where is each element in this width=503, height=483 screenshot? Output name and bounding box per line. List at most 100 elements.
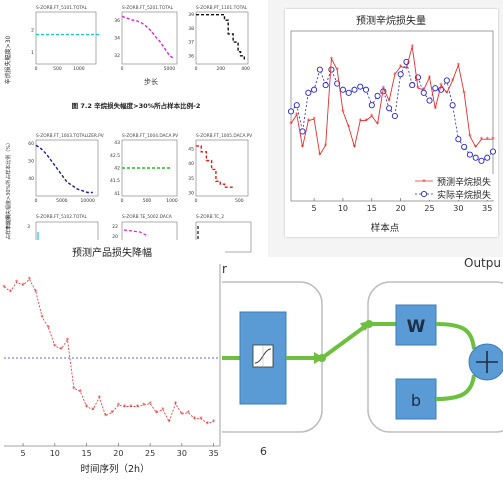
predicted-point: * xyxy=(445,89,449,97)
bias-label: b xyxy=(411,391,421,410)
predicted-point: * xyxy=(370,113,374,121)
predicted-point: * xyxy=(428,74,432,82)
small-chart-ytick: 42 xyxy=(114,166,120,172)
bottom-left-tick: 3 xyxy=(27,224,30,230)
small-chart-title: S-ZORB.FT_1004.DACA.PV xyxy=(122,133,178,139)
small-chart-frame xyxy=(35,11,97,65)
actual-point xyxy=(351,86,358,93)
x-tick-label: 35 xyxy=(482,204,492,213)
series-point: * xyxy=(78,388,82,396)
small-chart-xtick: 1000 xyxy=(73,66,85,72)
small-chart-title: S-ZORB.FT_5201.TOTAL xyxy=(122,5,174,11)
predicted-series-line xyxy=(290,46,493,156)
small-chart-xtick: 0 xyxy=(121,198,124,204)
small-chart-ytick: 37 xyxy=(188,40,194,46)
series-point: * xyxy=(47,324,51,332)
x-tick-label: 30 xyxy=(453,204,463,213)
network-diagram-panel: W b r Outpu 6 xyxy=(222,257,503,483)
predicted-point: * xyxy=(347,123,351,131)
small-chart-xtick: 500 xyxy=(235,198,244,204)
predicted-point: * xyxy=(399,63,403,71)
predicted-point: * xyxy=(289,120,293,128)
left-partial-label: r xyxy=(222,262,227,276)
actual-point xyxy=(311,86,318,93)
octane-loss-chart: 预测辛烷损失量**** ********* ******* *** **********… xyxy=(287,14,497,234)
small-chart-4: S-ZORB.FT_1003.TOTALIZER.PV 40 50 60 0 5000 10… xyxy=(28,133,103,204)
predicted-point: * xyxy=(457,62,461,70)
series-point: * xyxy=(2,283,6,291)
series-point: * xyxy=(148,400,152,408)
small-chart-xtick: 500 xyxy=(53,66,62,72)
predicted-point: * xyxy=(405,65,409,73)
small-chart-xtick: 0 xyxy=(35,198,38,204)
series-point: * xyxy=(9,288,13,296)
octane-loss-chart-panel: 预测辛烷损失量 * * * * * * * * * * * * * * * * * * * * * * * * * * * * * * * * *… xyxy=(285,9,498,237)
small-chart-3: S-ZORB.PT_1101.TOTAL 36 37 38 39 0 200 400 xyxy=(188,5,250,72)
actual-point xyxy=(287,108,295,115)
x-tick-label: 35 xyxy=(209,449,219,458)
product-loss-chart-panel: 预测产品损失降幅 * * * * * * * * * * * * * * * * * * * * * * * * * * * * * * * *… xyxy=(0,240,225,483)
actual-point xyxy=(391,112,398,120)
series-point: * xyxy=(104,412,108,420)
small-chart-ytick: 50 xyxy=(28,159,34,165)
small-chart-xtick: 0 xyxy=(35,66,38,72)
predicted-point: * xyxy=(387,97,391,105)
series-point: * xyxy=(15,279,19,287)
x-tick-label: 20 xyxy=(396,204,406,213)
actual-point xyxy=(357,83,364,90)
predicted-point: * xyxy=(393,71,397,79)
series-point: * xyxy=(206,420,210,428)
series-point: * xyxy=(66,336,70,344)
small-chart-ytick: 41 xyxy=(114,191,120,197)
actual-point xyxy=(489,148,497,155)
actual-point xyxy=(409,82,416,89)
actual-point xyxy=(368,102,375,109)
predicted-point: * xyxy=(376,120,380,128)
predicted-point: * xyxy=(485,136,489,144)
network-diagram: W b r Outpu 6 xyxy=(222,257,503,458)
x-tick-label: 25 xyxy=(145,449,155,458)
series-line xyxy=(3,278,214,424)
series-point: * xyxy=(136,403,140,411)
predicted-point: * xyxy=(468,133,472,141)
small-chart-title: S-ZORB.FT_1003.TOTALIZER.PV xyxy=(36,133,104,139)
actual-point xyxy=(426,97,433,104)
bottom-row-title: S-ZORB.FT_5102.TOTAL xyxy=(36,214,88,220)
actual-point xyxy=(472,154,479,161)
predicted-point: * xyxy=(491,136,495,144)
series-point: * xyxy=(85,403,89,411)
series-point: * xyxy=(129,403,133,411)
actual-point xyxy=(432,85,439,92)
small-chart-xtick: 0 xyxy=(195,66,198,72)
small-chart-5: S-ZORB.FT_1004.DACA.PV 41 41.5 42 42.5 43 0 500… xyxy=(110,133,178,204)
small-chart-xtick: 0 xyxy=(195,198,198,204)
node-to-weight-connection xyxy=(320,323,369,360)
legend-box xyxy=(413,174,497,200)
weight-to-sum-connection xyxy=(435,322,476,350)
small-chart-frame xyxy=(35,139,99,197)
predicted-point: * xyxy=(422,86,426,94)
small-chart-1: S-ZORB.FT_5101.TOTAL 1 2 0 500 1000 xyxy=(31,5,101,72)
small-chart-xtick: 1000 xyxy=(166,198,178,204)
predicted-point: * xyxy=(341,108,345,116)
activation-icon xyxy=(252,344,274,368)
actual-point xyxy=(293,102,300,109)
legend-actual-marker xyxy=(420,190,428,198)
series-point: * xyxy=(161,406,165,414)
bias-box xyxy=(395,378,437,420)
x-tick-label: 20 xyxy=(113,449,123,458)
predicted-point: * xyxy=(295,111,299,119)
small-chart-series-line xyxy=(196,14,245,62)
small-chart-xtick: 200 xyxy=(216,66,225,72)
bottom-mid-tick: 22 xyxy=(112,224,118,230)
small-chart-ytick: 1 xyxy=(31,50,34,56)
series-point: * xyxy=(28,276,32,284)
small-chart-ytick: 36 xyxy=(114,18,120,24)
legend-predicted-marker: * xyxy=(422,178,426,186)
x-tick-label: 10 xyxy=(50,449,60,458)
small-chart-xtick: 10000 xyxy=(81,198,95,204)
small-chart-frame xyxy=(121,11,178,65)
predicted-point: * xyxy=(434,105,438,113)
